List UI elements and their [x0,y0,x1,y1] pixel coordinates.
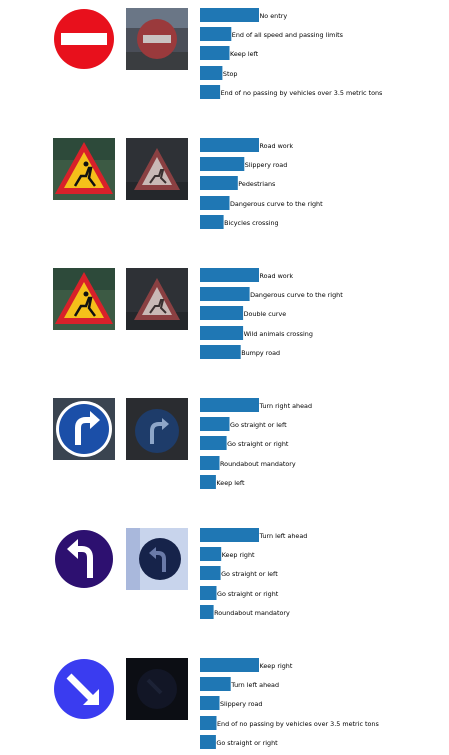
top5-bar-chart: Road work Dangerous curve to the right Dou… [200,268,343,359]
top5-bar-chart: No entry End of all speed and passing lim… [200,8,383,99]
probability-bar [200,66,223,80]
prediction-panel: Turn right ahead Go straight or left Go st… [0,390,449,490]
probability-bar [200,456,220,470]
top5-bar-chart: Turn left ahead Keep right Go straight or … [200,528,308,619]
class-label: Bicycles crossing [224,219,279,227]
class-label: Road work [260,142,294,150]
prediction-panel: Keep right Turn left ahead Slippery road En… [0,650,449,750]
class-label: Double curve [244,310,287,318]
probability-bar [200,27,232,41]
turn-left-ahead-sign-icon [53,528,115,590]
probability-bar [200,658,259,672]
class-label: Turn left ahead [230,681,279,689]
road-work-sign-icon [53,268,115,330]
class-label: Go straight or left [230,421,287,429]
road-work-photo-image [126,138,188,200]
class-label: Roundabout mandatory [214,609,290,617]
class-label: Turn right ahead [259,402,313,410]
no-entry-sign-icon [53,8,115,70]
prediction-panel: Turn left ahead Keep right Go straight or … [0,520,449,620]
class-label: Wild animals crossing [244,330,313,338]
class-label: End of all speed and passing limits [232,31,344,39]
top5-bar-chart: Road work Slippery road Pedestrians Dangero… [200,138,323,229]
probability-bar [200,8,259,22]
probability-bar [200,417,230,431]
class-label: Road work [260,272,294,280]
class-label: Slippery road [220,700,262,708]
class-label: End of no passing by vehicles over 3.5 m… [221,89,383,97]
probability-bar [200,157,245,171]
class-label: Roundabout mandatory [220,460,296,468]
probability-bar [200,176,238,190]
probability-bar [200,475,216,489]
keep-right-photo-image [126,658,188,720]
turn-left-ahead-photo-image [126,528,188,590]
class-label: Pedestrians [238,180,276,188]
probability-bar [200,605,214,619]
turn-right-ahead-sign-icon [53,398,115,460]
probability-bar [200,528,259,542]
class-label: Dangerous curve to the right [250,291,343,299]
class-label: Keep left [230,50,259,58]
class-label: Dangerous curve to the right [230,200,323,208]
road-work-photo-image [126,268,188,330]
probability-bar [200,306,244,320]
class-label: Slippery road [245,161,287,169]
class-label: Go straight or right [227,440,289,448]
class-label: No entry [260,12,288,20]
probability-bar [200,716,217,730]
probability-bar [200,215,224,229]
probability-bar [200,547,222,561]
class-label: Keep right [222,551,255,559]
probability-bar [200,345,241,359]
probability-bar [200,677,231,691]
top5-bar-chart: Keep right Turn left ahead Slippery road En… [200,658,379,749]
class-label: Go straight or left [221,570,278,578]
probability-bar [200,268,259,282]
class-label: Go straight or right [217,590,279,598]
probability-bar [200,398,259,412]
probability-bar [200,138,259,152]
no-entry-photo-image [126,8,188,70]
class-label: Keep left [216,479,245,487]
probability-bar [200,735,216,749]
probability-bar [200,586,217,600]
road-work-sign-icon [53,138,115,200]
probability-bar [200,436,227,450]
probability-bar [200,326,244,340]
class-label: Keep right [260,662,293,670]
prediction-panel: Road work Slippery road Pedestrians Dangero… [0,130,449,230]
keep-right-sign-icon [53,658,115,720]
class-label: Stop [223,70,238,78]
turn-right-ahead-photo-image [126,398,188,460]
probability-bar [200,287,250,301]
class-label: Go straight or right [216,739,278,747]
class-label: Bumpy road [241,349,280,357]
probability-bar [200,566,221,580]
probability-bar [200,46,230,60]
top5-bar-chart: Turn right ahead Go straight or left Go st… [200,398,313,489]
class-label: Turn left ahead [259,532,308,540]
probability-bar [200,696,220,710]
probability-bar [200,85,221,99]
prediction-panel: No entry End of all speed and passing lim… [0,0,449,100]
prediction-panel: Road work Dangerous curve to the right Dou… [0,260,449,360]
class-label: End of no passing by vehicles over 3.5 m… [217,720,379,728]
probability-bar [200,196,230,210]
